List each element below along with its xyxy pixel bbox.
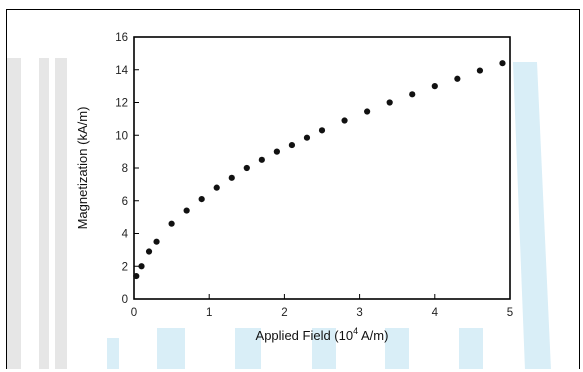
data-point — [133, 272, 140, 280]
data-point — [431, 83, 438, 90]
background-decoration — [7, 58, 551, 369]
data-point — [273, 148, 280, 155]
data-point — [499, 60, 506, 67]
y-tick-label: 8 — [122, 163, 128, 175]
x-tick-label: 1 — [206, 307, 212, 319]
y-tick-label: 0 — [122, 294, 128, 306]
data-points — [133, 60, 506, 280]
figure-frame: 0 1 2 3 4 5 0 2 4 6 8 10 12 14 16 Applied Field (104 A… — [6, 9, 580, 369]
data-point — [258, 156, 265, 163]
data-point — [138, 263, 145, 270]
x-tick-label: 4 — [432, 307, 439, 319]
data-point — [303, 134, 311, 141]
data-point — [341, 117, 348, 124]
data-point — [228, 174, 235, 181]
plot-area — [133, 36, 511, 300]
x-tick-label: 0 — [131, 307, 137, 319]
data-point — [409, 91, 416, 98]
data-point — [386, 99, 393, 106]
data-point — [476, 67, 484, 74]
y-tick-label: 10 — [115, 130, 128, 142]
x-tick-label: 3 — [356, 307, 362, 319]
data-point — [454, 75, 461, 82]
y-tick-label: 4 — [122, 229, 129, 241]
y-tick-label: 12 — [115, 98, 128, 110]
data-point — [145, 248, 153, 255]
x-tick-label: 5 — [507, 307, 513, 319]
y-tick-label: 6 — [122, 196, 128, 208]
data-point — [213, 184, 220, 191]
data-point — [243, 164, 250, 172]
data-point — [288, 141, 296, 149]
data-point — [153, 238, 160, 245]
x-axis-title: Applied Field (104 A/m) — [256, 326, 389, 343]
y-axis-title: Magnetization (kA/m) — [75, 107, 90, 230]
x-tick-label: 2 — [281, 307, 287, 319]
data-point — [168, 220, 175, 227]
data-point — [318, 127, 326, 134]
y-tick-label: 14 — [115, 65, 128, 77]
data-point — [198, 196, 205, 203]
data-point — [183, 207, 190, 214]
y-tick-label: 2 — [122, 261, 128, 273]
data-point — [364, 108, 371, 115]
y-tick-label: 16 — [115, 32, 128, 44]
